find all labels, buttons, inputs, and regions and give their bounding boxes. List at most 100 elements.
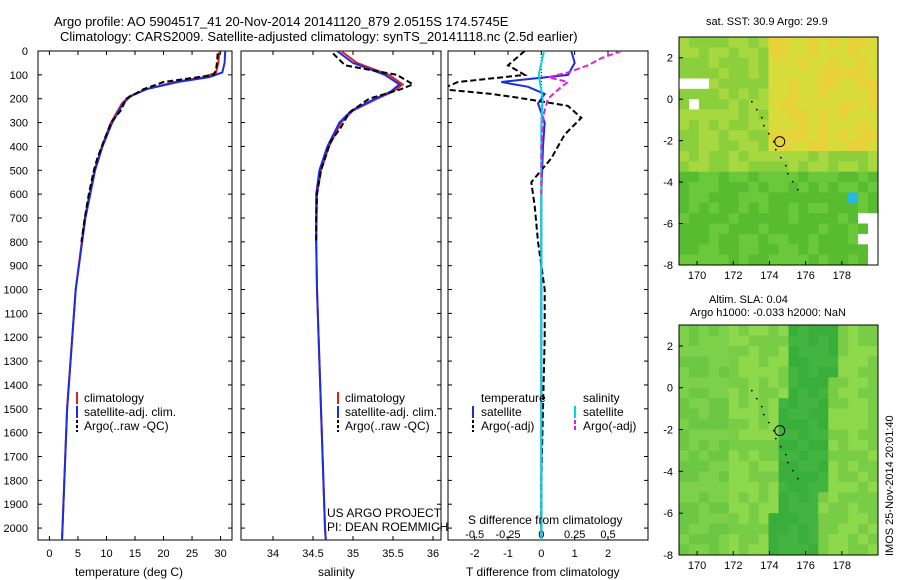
map-cell [788,471,799,483]
map-cell [758,47,769,59]
map-cell [788,202,799,214]
map-cell [758,140,769,152]
map-cell [679,335,690,347]
map-cell [689,202,700,214]
map-cell [689,68,700,79]
depth-tick-label: 1100 [4,308,28,320]
map-cell [818,57,829,69]
map-cell [718,244,730,256]
map-cell [718,534,730,546]
map-cell [758,335,769,347]
map-cell [788,78,799,90]
map-cell [808,481,819,493]
map-cell [758,502,769,514]
map-cell [858,140,869,152]
map-cell [748,233,759,245]
map-cell [708,213,720,225]
map-cell [808,233,819,245]
depth-tick-label: 1200 [4,332,28,344]
map-cell [798,68,809,79]
map-cell [689,544,700,556]
map-cell [778,109,789,121]
map-cell [818,254,829,266]
map-cell [768,254,779,266]
map-cell [808,387,819,399]
temperature-tick-label: 10 [100,548,112,560]
map-cell [838,440,849,451]
map-cell [748,377,759,389]
map-cell [728,78,740,90]
map-cell [838,130,849,142]
map-cell [679,109,690,121]
map-cell [858,345,869,357]
map-cell [778,202,789,214]
map-x-tick-label: 176 [796,560,814,572]
map-cell [718,481,730,493]
map-y-tick-label: 2 [667,341,673,353]
map-cell [808,429,819,441]
map-cell [818,335,829,347]
float-track-dot [762,124,765,127]
map-cell [798,356,809,368]
map-cell [798,419,809,431]
map-cell [808,161,819,173]
map-cell [689,109,700,121]
map-cell [828,460,839,472]
map-cell [679,492,690,504]
map-cell [848,471,859,483]
map-cell [718,68,730,79]
map-cell [768,492,779,504]
map-cell [748,366,759,378]
map-cell [758,523,769,535]
map-cell [788,450,799,462]
map-cell [708,109,720,121]
map-cell [828,233,839,245]
map-cell [798,78,809,90]
map-cell [838,78,849,90]
map-cell [718,398,730,410]
map-cell [738,78,750,90]
map-cell [818,161,829,173]
map-cell [689,151,700,162]
map-cell [838,99,849,111]
map-cell [679,161,690,173]
map-cell [868,223,879,235]
map-cell [818,244,829,256]
map-cell [679,513,690,525]
map-cell [679,325,690,336]
map-cell [818,513,829,525]
map-cell [778,440,789,451]
map-cell [868,513,879,525]
map-cell [788,119,799,131]
map-cell [718,99,730,111]
map-cell [798,513,809,525]
map-cell [858,88,869,100]
map-cell [708,387,720,399]
map-cell [698,233,710,245]
map-cell [818,68,829,79]
map-cell [798,544,809,556]
map-cell [728,481,740,493]
map-cell [798,429,809,441]
map-cell [768,192,779,204]
map-cell [788,99,799,111]
map-cell [748,387,759,399]
sla-map-frame [678,324,879,556]
map-cell [828,429,839,441]
map-cell [798,325,809,336]
map-cell [808,523,819,535]
map-cell [718,171,730,183]
map-cell [868,109,879,121]
map-cell [708,130,720,142]
map-cell [868,345,879,357]
map-cell [738,57,750,69]
float-track-dot [755,108,758,111]
salinity-legend: climatology satellite-adj. clim. Argo(..… [337,391,437,433]
map-cell [758,356,769,368]
map-cell [778,398,789,410]
difference-legend: temperature satellite Argo(-adj) salinit… [472,391,636,433]
map-cell [808,244,819,256]
map-cell [848,502,859,514]
map-cell [778,481,789,493]
map-cell [689,387,700,399]
